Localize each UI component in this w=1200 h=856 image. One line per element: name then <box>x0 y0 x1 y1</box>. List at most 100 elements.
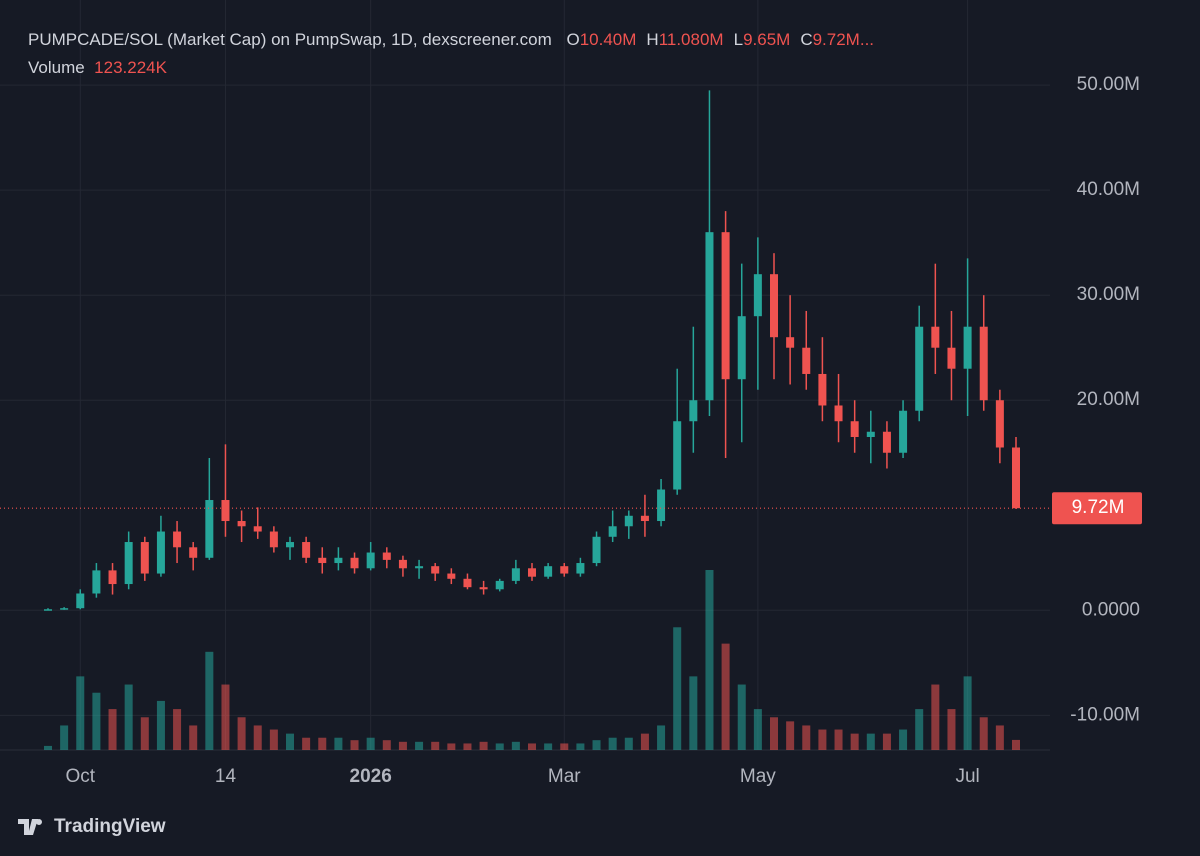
volume-bar <box>140 717 149 750</box>
candle-body <box>931 326 940 348</box>
ohlc-key: H <box>646 30 659 49</box>
volume-bar <box>544 743 553 750</box>
candle-body <box>205 500 214 558</box>
candle-body <box>818 373 827 406</box>
candle-body <box>479 587 488 590</box>
volume-bar <box>415 741 424 750</box>
volume-bar <box>173 709 182 750</box>
ohlc-value: 9.65M <box>743 30 791 49</box>
volume-header: Volume 123.224K <box>28 58 167 78</box>
volume-bar <box>528 743 536 750</box>
candle-body <box>528 568 536 577</box>
candle-body <box>624 515 633 527</box>
volume-bar <box>882 733 891 750</box>
volume-bar <box>156 700 165 750</box>
volume-bar <box>818 729 827 750</box>
ohlc-key: C <box>800 30 813 49</box>
candle-body <box>463 578 472 588</box>
header: PUMPCADE/SOL (Market Cap) on PumpSwap, 1… <box>28 30 874 50</box>
volume-bar <box>995 725 1004 750</box>
chart: 50.00M 40.00M 30.00M 20.00M 0.0000 -10.00M Oct… <box>0 0 1142 787</box>
y-tick-label: 0.0000 <box>1082 599 1140 620</box>
volume-bar <box>479 741 488 750</box>
volume-bar <box>624 737 633 750</box>
volume-bar <box>673 627 682 750</box>
candle-body <box>398 559 407 569</box>
y-tick-label: 30.00M <box>1077 284 1140 305</box>
candle-body <box>253 526 262 532</box>
candle-body <box>366 552 375 569</box>
volume-bar <box>866 733 875 750</box>
ohlc-value: 10.40M <box>579 30 637 49</box>
volume-bar <box>76 676 85 750</box>
candle-body <box>60 608 69 610</box>
candle-body <box>576 563 585 574</box>
volume-bar <box>382 740 391 750</box>
candle-body <box>495 580 504 590</box>
candle-body <box>544 566 553 577</box>
candle-body <box>415 566 424 569</box>
brand-logo <box>18 819 42 835</box>
candle-body <box>979 326 988 401</box>
volume-bar <box>108 709 117 750</box>
volume-bar <box>834 729 843 750</box>
candle-body <box>753 274 762 317</box>
volume-bar <box>221 684 230 750</box>
volume-bar <box>947 709 956 750</box>
volume-bar <box>1012 739 1020 750</box>
x-tick-label: 2026 <box>350 766 392 787</box>
candle-body <box>995 400 1004 448</box>
candle-body <box>1012 447 1020 509</box>
volume-bar <box>931 684 940 750</box>
volume-bar <box>44 745 52 750</box>
volume-bar <box>350 740 359 750</box>
volume-bar <box>640 733 649 750</box>
volume-bar <box>318 737 327 750</box>
candle-body <box>834 405 843 422</box>
volume-bar <box>705 570 714 750</box>
candle-body <box>673 421 682 490</box>
volume-bar <box>366 737 375 750</box>
volume-value: 123.224K <box>94 58 167 77</box>
ohlc: O10.40M H11.080M L9.65M C9.72M... <box>556 30 874 49</box>
volume-bar <box>899 729 908 750</box>
candle-body <box>44 609 52 611</box>
volume-bar <box>189 725 198 750</box>
volume-bar <box>431 741 440 750</box>
x-tick-label: Oct <box>65 766 95 787</box>
volume-bar <box>560 743 569 750</box>
y-tick-label: 40.00M <box>1077 179 1140 200</box>
candle-body <box>92 570 101 594</box>
candle-body <box>657 489 666 522</box>
x-tick-label: May <box>740 766 776 787</box>
candle-body <box>511 568 520 581</box>
candle-body <box>850 421 859 437</box>
x-tick-label: Mar <box>548 766 581 787</box>
last-price-label: 9.72M <box>1072 497 1125 518</box>
candle-body <box>237 521 246 527</box>
brand[interactable]: TradingView <box>18 816 166 838</box>
candle-body <box>124 542 133 585</box>
volume-bar <box>576 743 585 750</box>
candle-body <box>640 515 649 522</box>
y-tick-label: 50.00M <box>1077 74 1140 95</box>
candle-body <box>899 410 908 453</box>
ohlc-key: O <box>566 30 580 49</box>
volume-bar <box>60 725 69 750</box>
volume-bar <box>963 676 972 750</box>
volume-bar <box>850 733 859 750</box>
volume-bar <box>463 743 472 750</box>
volume-bar <box>286 733 294 750</box>
candle-body <box>350 557 359 569</box>
y-tick-label: -10.00M <box>1070 704 1140 725</box>
x-tick-label: Jul <box>955 766 979 787</box>
last-price-box <box>1052 492 1142 525</box>
volume-bar <box>334 737 343 750</box>
candle-body <box>302 542 311 558</box>
volume-bar <box>205 651 214 750</box>
volume-bar <box>737 684 746 750</box>
candle-body <box>431 566 440 574</box>
volume-bar <box>608 737 617 750</box>
volume-bar <box>398 741 407 750</box>
